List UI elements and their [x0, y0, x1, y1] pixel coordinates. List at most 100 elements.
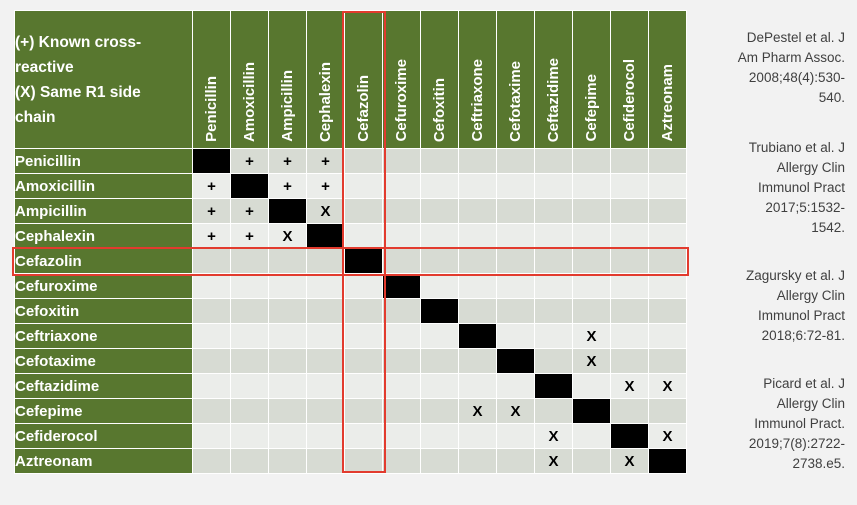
matrix-cell: + [306, 148, 345, 174]
matrix-cell [610, 323, 649, 349]
diagonal-cell [268, 198, 307, 224]
diagonal-cell [458, 323, 497, 349]
column-header-cefepime: Cefepime [572, 10, 611, 149]
matrix-cell [610, 348, 649, 374]
row-header-cefepime: Cefepime [14, 398, 193, 424]
column-header-label: Ampicillin [279, 70, 296, 142]
matrix-cell [382, 398, 421, 424]
matrix-cell [610, 398, 649, 424]
reference-line: Trubiano et al. J [748, 140, 845, 155]
matrix-cell [344, 298, 383, 324]
column-header-amoxicillin: Amoxicillin [230, 10, 269, 149]
column-header-cefotaxime: Cefotaxime [496, 10, 535, 149]
matrix-cell [230, 298, 269, 324]
column-header-label: Cefepime [583, 74, 600, 142]
reference-line: 2017;5:1532- [765, 200, 845, 215]
matrix-cell [458, 448, 497, 474]
column-header-row: (+) Known cross- reactive (X) Same R1 si… [14, 10, 687, 149]
matrix-cell [572, 173, 611, 199]
matrix-cell [572, 198, 611, 224]
matrix-cell [420, 348, 459, 374]
reference-line: 2008;48(4):530- [748, 70, 845, 85]
matrix-cell: + [268, 173, 307, 199]
matrix-cell [344, 198, 383, 224]
reference-line: Immunol Pract [757, 308, 845, 323]
diagonal-cell [420, 298, 459, 324]
diagonal-cell [610, 423, 649, 449]
matrix-cell [458, 298, 497, 324]
matrix-cell: X [572, 348, 611, 374]
matrix-cell [306, 298, 345, 324]
diagonal-cell [572, 398, 611, 424]
matrix-cell [230, 448, 269, 474]
matrix-cell [458, 173, 497, 199]
column-header-label: Cefotaxime [507, 61, 524, 142]
column-header-label: Cefuroxime [393, 59, 410, 142]
matrix-cell [382, 298, 421, 324]
matrix-row-cefiderocol: Cefiderocol X X [14, 423, 687, 449]
matrix-cell [306, 448, 345, 474]
matrix-cell [572, 373, 611, 399]
matrix-cell [344, 373, 383, 399]
matrix-cell [496, 223, 535, 249]
matrix-cell [572, 223, 611, 249]
matrix-cell [572, 248, 611, 274]
column-header-cefiderocol: Cefiderocol [610, 10, 649, 149]
matrix-cell [268, 323, 307, 349]
row-header-cefazolin: Cefazolin [14, 248, 193, 274]
row-header-cephalexin: Cephalexin [14, 223, 193, 249]
reference-citation: Zagursky et al. J Allergy Clin Immunol Pra… [700, 266, 845, 346]
diagonal-cell [192, 148, 231, 174]
matrix-cell [648, 248, 687, 274]
matrix-cell [534, 173, 573, 199]
legend-line: chain [15, 108, 56, 126]
column-header-ceftazidime: Ceftazidime [534, 10, 573, 149]
matrix-cell [572, 273, 611, 299]
matrix-cell [458, 223, 497, 249]
matrix-cell [230, 273, 269, 299]
matrix-cell [230, 423, 269, 449]
matrix-cell [648, 198, 687, 224]
matrix-cell [534, 248, 573, 274]
matrix-cell [306, 348, 345, 374]
matrix-cell [496, 423, 535, 449]
matrix-cell [192, 323, 231, 349]
matrix-cell [572, 298, 611, 324]
matrix-cell [306, 423, 345, 449]
matrix-cell [344, 273, 383, 299]
matrix-cell [534, 198, 573, 224]
row-header-amoxicillin: Amoxicillin [14, 173, 193, 199]
row-header-cefuroxime: Cefuroxime [14, 273, 193, 299]
matrix-cell [344, 398, 383, 424]
matrix-cell [230, 398, 269, 424]
matrix-table: (+) Known cross- reactive (X) Same R1 si… [14, 10, 687, 474]
row-header-ceftazidime: Ceftazidime [14, 373, 193, 399]
matrix-cell [268, 348, 307, 374]
matrix-cell [268, 298, 307, 324]
matrix-row-cephalexin: Cephalexin + + X [14, 223, 687, 249]
matrix-cell [268, 273, 307, 299]
matrix-cell [458, 373, 497, 399]
matrix-cell: X [458, 398, 497, 424]
diagonal-cell [496, 348, 535, 374]
matrix-cell [648, 348, 687, 374]
matrix-cell [572, 423, 611, 449]
matrix-cell: + [268, 148, 307, 174]
matrix-cell [192, 373, 231, 399]
matrix-row-ceftriaxone: Ceftriaxone X [14, 323, 687, 349]
diagonal-cell [648, 448, 687, 474]
legend-line: (X) Same R1 side [15, 83, 141, 101]
legend-cell: (+) Known cross- reactive (X) Same R1 si… [14, 10, 193, 149]
matrix-cell [496, 148, 535, 174]
reference-line: 2019;7(8):2722- [748, 436, 845, 451]
matrix-cell [572, 148, 611, 174]
matrix-cell [306, 323, 345, 349]
matrix-cell: + [306, 173, 345, 199]
matrix-cell [344, 323, 383, 349]
matrix-cell [458, 198, 497, 224]
matrix-cell [496, 273, 535, 299]
reference-citation: Picard et al. J Allergy Clin Immunol Pract… [700, 374, 845, 474]
matrix-cell: X [268, 223, 307, 249]
cross-reactivity-matrix: (+) Known cross- reactive (X) Same R1 si… [12, 10, 689, 474]
matrix-row-cefoxitin: Cefoxitin [14, 298, 687, 324]
